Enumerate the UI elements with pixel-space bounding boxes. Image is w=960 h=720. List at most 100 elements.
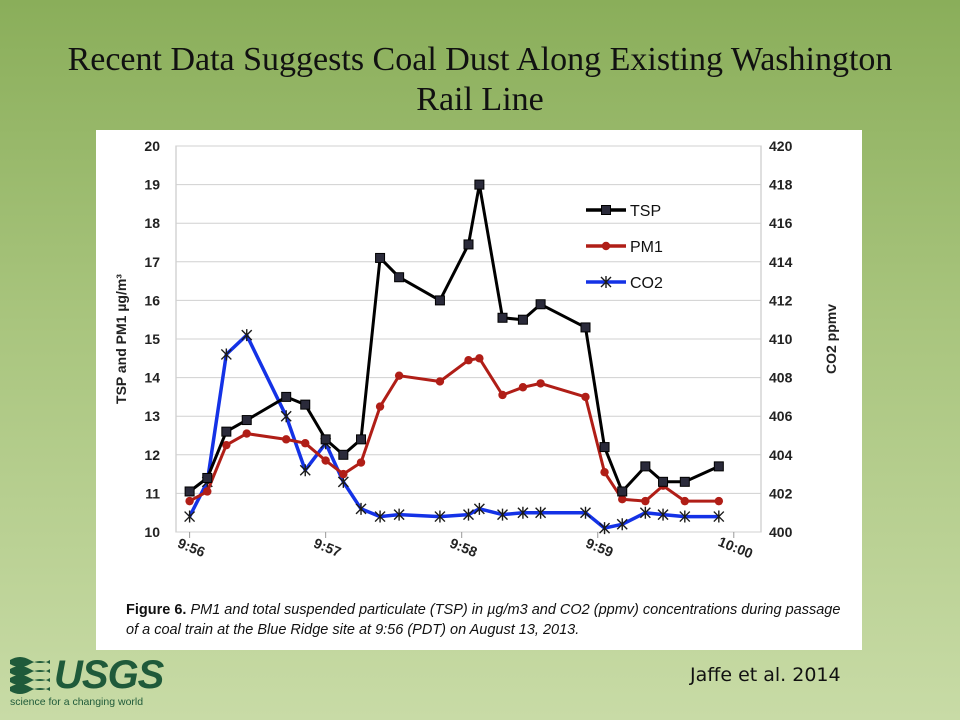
data-point-tsp [394, 272, 405, 283]
citation: Jaffe et al. 2014 [690, 664, 841, 686]
data-point-pm1 [281, 435, 291, 444]
data-point-pm1 [356, 458, 366, 467]
data-point-tsp [535, 299, 546, 310]
slide-title: Recent Data Suggests Coal Dust Along Exi… [67, 41, 893, 118]
data-point-tsp [497, 312, 508, 323]
y-tick-label: 20 [144, 138, 160, 154]
x-tick-label: 9:56 [175, 535, 207, 560]
data-point-tsp [580, 322, 591, 333]
legend-marker-tsp [601, 205, 611, 215]
data-point-tsp [300, 399, 311, 410]
y2-tick-label: 404 [769, 447, 793, 463]
y-tick-label: 12 [144, 447, 160, 463]
data-point-pm1 [680, 496, 690, 506]
y2-tick-label: 414 [769, 254, 793, 270]
data-point-pm1 [464, 356, 473, 365]
caption-label: Figure 6. [126, 602, 187, 618]
data-point-pm1 [185, 496, 194, 506]
y2-tick-label: 410 [769, 331, 793, 347]
y-tick-label: 16 [144, 292, 160, 308]
series-line-tsp [188, 183, 720, 493]
data-point-pm1 [498, 390, 507, 400]
data-point-co2 [517, 506, 529, 519]
y-tick-label: 10 [144, 524, 160, 540]
y-tick-label: 11 [145, 485, 160, 501]
data-point-co2 [434, 510, 446, 523]
data-point-tsp [184, 486, 195, 497]
y2-tick-label: 402 [769, 485, 793, 501]
data-point-co2 [220, 348, 232, 361]
y2-tick-label: 400 [769, 524, 793, 540]
figure-caption: Figure 6. PM1 and total suspended partic… [126, 600, 846, 640]
data-point-co2 [616, 518, 628, 531]
data-point-tsp [599, 442, 610, 453]
caption-text: PM1 and total suspended particulate (TSP… [126, 602, 841, 638]
data-point-co2 [473, 502, 485, 515]
legend-marker-co2 [600, 276, 612, 288]
data-point-co2 [713, 510, 725, 523]
data-point-co2 [374, 510, 386, 523]
data-point-pm1 [394, 371, 404, 380]
y2-tick-label: 406 [769, 408, 793, 424]
data-point-pm1 [600, 467, 609, 477]
usgs-wordmark: USGS [54, 653, 164, 697]
data-point-pm1 [301, 439, 310, 448]
line-chart: 10 400 11 402 12 404 13 406 14 408 15 410 16 412 17 414… [113, 138, 839, 562]
y-tick-label: 15 [144, 331, 160, 347]
data-point-tsp [356, 434, 367, 445]
data-point-pm1 [618, 494, 627, 504]
data-point-pm1 [714, 496, 724, 506]
usgs-tagline: science for a changing world [10, 696, 144, 708]
data-point-tsp [221, 426, 232, 437]
data-point-tsp [338, 449, 349, 460]
data-point-pm1 [339, 469, 348, 479]
y2-tick-label: 412 [769, 292, 793, 308]
data-point-co2 [184, 510, 196, 523]
data-point-pm1 [375, 402, 385, 411]
x-tick-label: 9:59 [584, 535, 616, 560]
data-point-tsp [375, 252, 386, 263]
x-tick-label: 9:58 [448, 535, 480, 560]
x-tick-label: 10:00 [716, 533, 755, 561]
usgs-wave-icon [10, 657, 50, 694]
y-tick-label: 17 [144, 254, 160, 270]
y-tick-label: 18 [144, 215, 160, 231]
data-point-pm1 [641, 496, 650, 506]
data-point-pm1 [581, 392, 590, 402]
y-axis-title: TSP and PM1 µg/m³ [113, 274, 129, 404]
data-point-pm1 [203, 487, 212, 496]
series-line-co2 [188, 333, 719, 530]
data-point-tsp [320, 434, 331, 445]
y2-tick-label: 408 [769, 370, 793, 386]
data-point-tsp [434, 295, 445, 306]
data-point-co2 [679, 510, 691, 523]
data-point-co2 [535, 506, 547, 519]
data-point-co2 [657, 508, 669, 521]
legend-label-tsp: TSP [630, 203, 661, 220]
data-point-pm1 [518, 383, 528, 392]
data-point-tsp [713, 461, 724, 472]
data-point-tsp [463, 239, 474, 250]
data-point-co2 [299, 464, 311, 477]
y-tick-label: 14 [144, 370, 160, 386]
data-point-co2 [639, 506, 651, 519]
data-point-co2 [393, 508, 405, 521]
data-point-tsp [517, 314, 528, 325]
data-point-co2 [241, 329, 253, 342]
data-point-co2 [599, 522, 611, 535]
data-point-tsp [679, 476, 690, 487]
usgs-logo: USGS science for a changing world [8, 654, 164, 708]
legend-marker-pm1 [601, 241, 611, 251]
data-point-pm1 [222, 440, 231, 450]
legend-label-co2: CO2 [630, 275, 663, 292]
data-point-pm1 [475, 354, 484, 363]
data-point-tsp [241, 415, 252, 426]
data-point-tsp [281, 391, 292, 402]
y2-tick-label: 420 [769, 138, 793, 154]
y2-axis-title: CO2 ppmv [823, 304, 839, 374]
data-point-tsp [617, 486, 628, 497]
data-point-tsp [658, 476, 669, 487]
data-point-pm1 [536, 379, 545, 388]
legend-label-pm1: PM1 [630, 239, 663, 256]
data-point-pm1 [435, 377, 445, 386]
